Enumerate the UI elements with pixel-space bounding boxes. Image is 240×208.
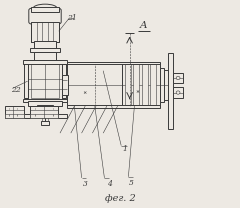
Bar — [173, 73, 183, 83]
Bar — [150, 64, 156, 105]
Bar — [23, 60, 67, 64]
Bar — [28, 62, 62, 100]
Text: 5: 5 — [128, 179, 133, 187]
Bar — [160, 68, 164, 102]
Bar — [164, 70, 168, 100]
Text: 3: 3 — [83, 180, 88, 188]
Bar — [62, 75, 68, 95]
Bar — [122, 63, 160, 106]
Bar — [67, 62, 160, 64]
Circle shape — [176, 76, 180, 80]
FancyBboxPatch shape — [29, 8, 61, 24]
Bar — [24, 64, 28, 98]
Bar — [5, 106, 24, 118]
Circle shape — [176, 91, 180, 94]
Bar — [31, 64, 59, 98]
Ellipse shape — [33, 4, 57, 12]
Bar — [34, 52, 56, 60]
Text: 21: 21 — [67, 14, 77, 22]
Bar — [31, 21, 59, 42]
Bar — [173, 87, 183, 98]
Bar — [28, 101, 62, 106]
Bar — [67, 63, 122, 106]
Bar — [31, 22, 59, 42]
Bar — [168, 53, 173, 129]
Text: 1: 1 — [122, 145, 127, 153]
Bar — [37, 105, 53, 111]
Bar — [35, 110, 55, 114]
Bar — [30, 48, 60, 52]
Bar — [30, 60, 60, 63]
Bar — [30, 106, 58, 118]
Text: 22: 22 — [11, 87, 20, 94]
Bar — [41, 121, 49, 125]
Bar — [30, 114, 58, 118]
Bar — [34, 41, 56, 49]
Bar — [23, 99, 67, 102]
Bar — [23, 114, 67, 118]
Bar — [62, 64, 66, 98]
Text: фег. 2: фег. 2 — [105, 194, 135, 203]
Text: A: A — [140, 21, 148, 31]
Text: 4: 4 — [107, 180, 112, 188]
Bar — [5, 114, 24, 118]
Bar — [142, 64, 148, 105]
Bar — [67, 105, 160, 108]
Bar — [125, 64, 131, 105]
Bar — [133, 64, 139, 105]
Bar — [31, 7, 59, 12]
